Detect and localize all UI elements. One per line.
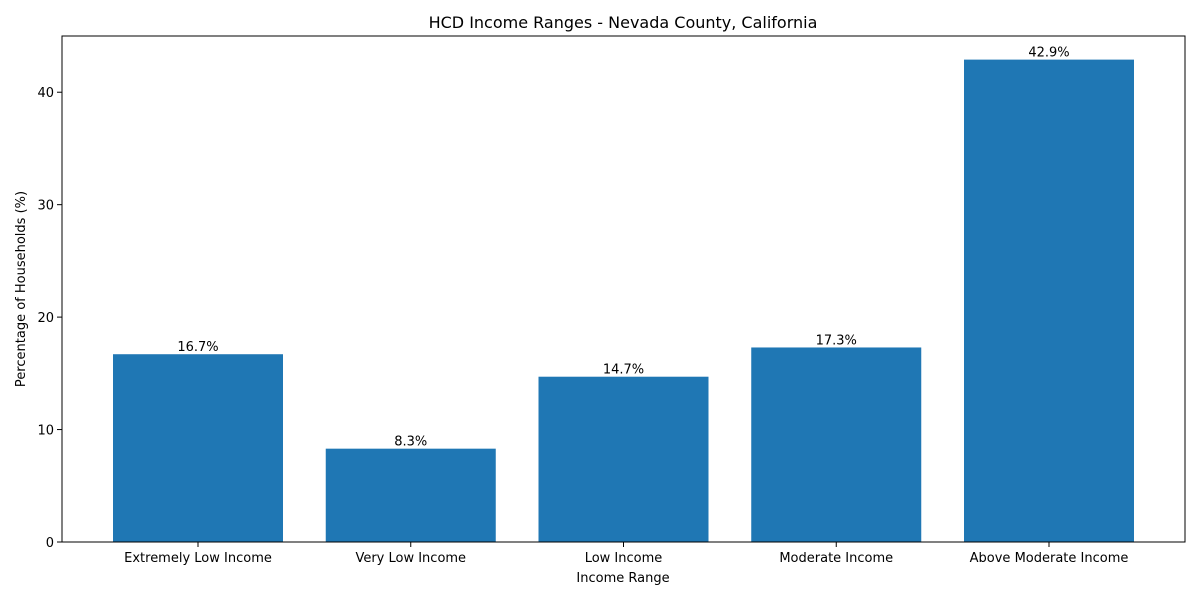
y-tick-label-4: 40 bbox=[37, 86, 54, 101]
y-tick-label-1: 10 bbox=[37, 424, 54, 439]
y-tick-label-3: 30 bbox=[37, 199, 54, 214]
x-axis-ticks: Extremely Low Income Very Low Income Low I… bbox=[124, 542, 1128, 566]
data-label-2: 14.7% bbox=[603, 363, 644, 378]
y-tick-label-0: 0 bbox=[46, 536, 54, 551]
y-tick-label-2: 20 bbox=[37, 311, 54, 326]
bar-2 bbox=[538, 376, 709, 542]
bar-3 bbox=[751, 347, 922, 542]
data-label-0: 16.7% bbox=[177, 340, 218, 355]
y-axis-label: Percentage of Households (%) bbox=[14, 191, 29, 387]
data-label-3: 17.3% bbox=[816, 333, 857, 348]
plot-frame bbox=[61, 35, 1186, 543]
data-labels-group: 16.7% 8.3% 14.7% 17.3% 42.9% bbox=[177, 46, 1069, 450]
x-tick-label-0: Extremely Low Income bbox=[124, 551, 272, 566]
x-axis-label: Income Range bbox=[576, 571, 669, 586]
data-label-1: 8.3% bbox=[394, 435, 427, 450]
bar-4 bbox=[964, 59, 1134, 542]
data-label-4: 42.9% bbox=[1028, 46, 1069, 61]
y-axis-ticks: 0 10 20 30 40 bbox=[37, 86, 62, 551]
x-tick-label-3: Moderate Income bbox=[779, 551, 893, 566]
bar-1 bbox=[325, 448, 496, 542]
x-tick-label-1: Very Low Income bbox=[355, 551, 466, 566]
x-tick-label-2: Low Income bbox=[585, 551, 663, 566]
x-tick-label-4: Above Moderate Income bbox=[970, 551, 1129, 566]
bar-0 bbox=[113, 354, 283, 542]
bars-group bbox=[113, 59, 1134, 542]
chart-title: HCD Income Ranges - Nevada County, Calif… bbox=[429, 13, 818, 32]
